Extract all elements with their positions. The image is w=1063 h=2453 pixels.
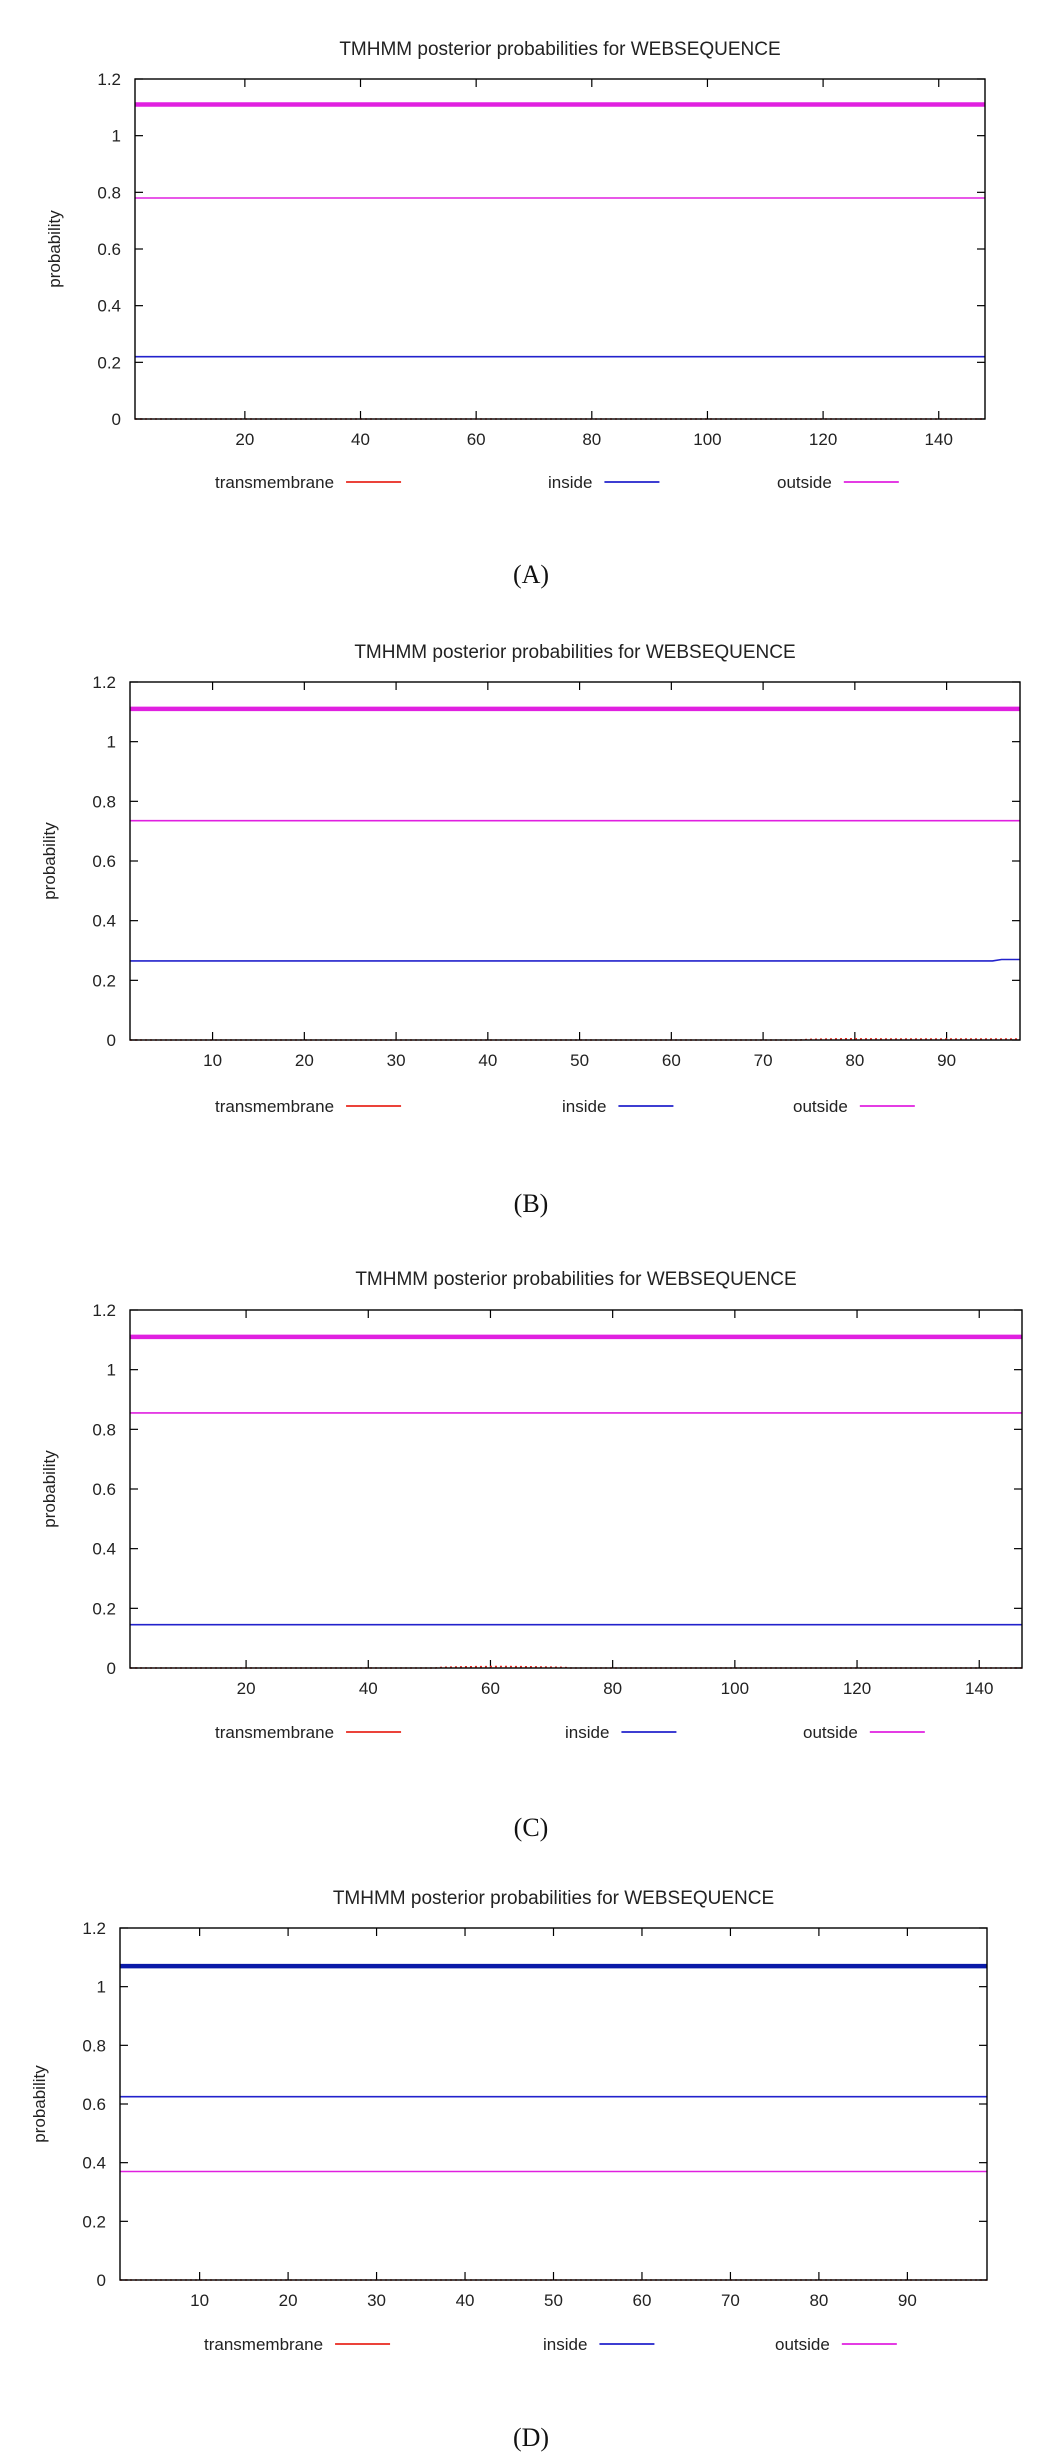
panel-caption: (C) xyxy=(514,1813,549,1842)
x-tick-label: 140 xyxy=(925,430,953,449)
x-tick-label: 80 xyxy=(582,430,601,449)
x-tick-label: 60 xyxy=(633,2291,652,2310)
y-tick-label: 1.2 xyxy=(97,70,121,89)
x-tick-label: 120 xyxy=(843,1679,871,1698)
legend: transmembrane inside outside xyxy=(215,1097,915,1116)
y-tick-label: 0.4 xyxy=(97,297,121,316)
y-axis-label: probability xyxy=(45,210,64,288)
plot-frame xyxy=(119,1927,988,2281)
y-tick-label: 0 xyxy=(107,1031,116,1050)
y-tick-label: 0.6 xyxy=(97,240,121,259)
y-tick-label: 0.8 xyxy=(82,2036,106,2055)
x-tick-label: 100 xyxy=(721,1679,749,1698)
y-tick-label: 1.2 xyxy=(82,1919,106,1938)
y-tick-label: 0.6 xyxy=(92,1480,116,1499)
y-tick-label: 0.2 xyxy=(92,1599,116,1618)
x-tick-label: 50 xyxy=(570,1051,589,1070)
x-tick-label: 60 xyxy=(467,430,486,449)
legend: transmembrane inside outside xyxy=(215,473,899,492)
legend-label-transmembrane: transmembrane xyxy=(204,2335,323,2354)
chart-title: TMHMM posterior probabilities for WEBSEQ… xyxy=(339,39,780,60)
legend-label-transmembrane: transmembrane xyxy=(215,1723,334,1742)
legend-label-outside: outside xyxy=(775,2335,830,2354)
x-tick-label: 80 xyxy=(845,1051,864,1070)
y-tick-label: 1 xyxy=(112,127,121,146)
series-line-inside xyxy=(130,958,1020,962)
y-tick-label: 0.2 xyxy=(92,971,116,990)
x-tick-label: 80 xyxy=(603,1679,622,1698)
x-tick-label: 20 xyxy=(295,1051,314,1070)
chart-panel-d: TMHMM posterior probabilities for WEBSEQ… xyxy=(30,1888,988,2452)
legend-label-inside: inside xyxy=(548,473,592,492)
x-tick-label: 100 xyxy=(693,430,721,449)
y-tick-label: 1 xyxy=(107,1361,116,1380)
y-tick-label: 1 xyxy=(107,733,116,752)
x-tick-label: 40 xyxy=(456,2291,475,2310)
chart-title: TMHMM posterior probabilities for WEBSEQ… xyxy=(333,1888,774,1909)
y-tick-label: 0.4 xyxy=(82,2154,106,2173)
x-tick-label: 70 xyxy=(754,1051,773,1070)
y-tick-label: 1.2 xyxy=(92,1301,116,1320)
legend: transmembrane inside outside xyxy=(204,2335,897,2354)
x-tick-label: 20 xyxy=(237,1679,256,1698)
legend-label-outside: outside xyxy=(803,1723,858,1742)
chart-panel-c: TMHMM posterior probabilities for WEBSEQ… xyxy=(40,1269,1023,1842)
x-tick-label: 140 xyxy=(965,1679,993,1698)
x-tick-label: 40 xyxy=(359,1679,378,1698)
y-tick-label: 0 xyxy=(107,1659,116,1678)
x-tick-label: 60 xyxy=(662,1051,681,1070)
chart-title: TMHMM posterior probabilities for WEBSEQ… xyxy=(355,1269,796,1290)
chart-panel-a: TMHMM posterior probabilities for WEBSEQ… xyxy=(45,39,986,589)
x-tick-label: 80 xyxy=(809,2291,828,2310)
y-tick-label: 0.2 xyxy=(97,353,121,372)
x-tick-label: 50 xyxy=(544,2291,563,2310)
x-tick-label: 40 xyxy=(478,1051,497,1070)
x-tick-label: 70 xyxy=(721,2291,740,2310)
x-tick-label: 20 xyxy=(279,2291,298,2310)
y-tick-label: 0 xyxy=(112,410,121,429)
y-axis-label: probability xyxy=(40,1450,59,1528)
legend-label-inside: inside xyxy=(562,1097,606,1116)
y-tick-label: 0.6 xyxy=(82,2095,106,2114)
y-tick-label: 0.8 xyxy=(92,792,116,811)
x-tick-label: 30 xyxy=(367,2291,386,2310)
y-tick-label: 0.4 xyxy=(92,1540,116,1559)
legend-label-transmembrane: transmembrane xyxy=(215,473,334,492)
x-tick-label: 20 xyxy=(235,430,254,449)
y-tick-label: 1.2 xyxy=(92,673,116,692)
y-tick-label: 0 xyxy=(97,2271,106,2290)
y-tick-label: 0.2 xyxy=(82,2212,106,2231)
x-tick-label: 90 xyxy=(898,2291,917,2310)
y-tick-label: 0.8 xyxy=(97,183,121,202)
x-tick-label: 90 xyxy=(937,1051,956,1070)
panel-caption: (B) xyxy=(514,1189,549,1218)
y-tick-label: 0.6 xyxy=(92,852,116,871)
y-axis-label: probability xyxy=(40,822,59,900)
x-tick-label: 60 xyxy=(481,1679,500,1698)
y-tick-label: 0.4 xyxy=(92,912,116,931)
x-tick-label: 120 xyxy=(809,430,837,449)
x-tick-label: 10 xyxy=(190,2291,209,2310)
panel-caption: (D) xyxy=(513,2423,549,2452)
panel-caption: (A) xyxy=(513,560,549,589)
x-tick-label: 10 xyxy=(203,1051,222,1070)
legend-label-outside: outside xyxy=(793,1097,848,1116)
plot-frame xyxy=(134,78,986,420)
legend-label-inside: inside xyxy=(565,1723,609,1742)
y-axis-label: probability xyxy=(30,2065,49,2143)
legend-label-inside: inside xyxy=(543,2335,587,2354)
y-tick-label: 0.8 xyxy=(92,1420,116,1439)
plot-frame xyxy=(129,681,1021,1041)
legend-label-outside: outside xyxy=(777,473,832,492)
legend-label-transmembrane: transmembrane xyxy=(215,1097,334,1116)
x-tick-label: 40 xyxy=(351,430,370,449)
chart-title: TMHMM posterior probabilities for WEBSEQ… xyxy=(354,642,795,663)
legend: transmembrane inside outside xyxy=(215,1723,925,1742)
chart-panel-b: TMHMM posterior probabilities for WEBSEQ… xyxy=(40,642,1021,1218)
y-tick-label: 1 xyxy=(97,1978,106,1997)
plot-frame xyxy=(129,1309,1023,1669)
x-tick-label: 30 xyxy=(387,1051,406,1070)
